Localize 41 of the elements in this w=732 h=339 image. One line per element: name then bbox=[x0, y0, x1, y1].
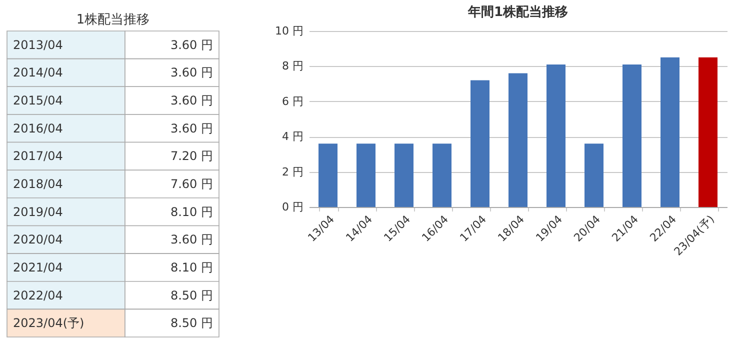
bar bbox=[622, 64, 642, 207]
bar bbox=[470, 80, 490, 207]
category-label: 2021/04 bbox=[13, 260, 63, 274]
text: 3.60 円 bbox=[170, 66, 213, 80]
bar bbox=[698, 57, 718, 207]
text: 8.50 円 bbox=[170, 316, 213, 330]
category-label: 2013/04 bbox=[13, 38, 63, 52]
text: 3.60 円 bbox=[170, 94, 213, 108]
text: 8.10 円 bbox=[170, 260, 213, 274]
text: 8.50 円 bbox=[170, 288, 213, 302]
category-label: 2019/04 bbox=[13, 204, 63, 219]
bar bbox=[318, 144, 338, 207]
text: 3.60 円 bbox=[170, 121, 213, 136]
category-label: 2022/04 bbox=[13, 288, 63, 302]
category-label: 2020/04 bbox=[13, 232, 63, 247]
text: 1株配当推移 bbox=[76, 12, 150, 28]
category-label: 2023/04(予) bbox=[13, 316, 84, 330]
y-tick-label: 10 円 bbox=[275, 24, 304, 38]
y-tick-label: 6 円 bbox=[282, 94, 304, 108]
bar bbox=[508, 73, 528, 207]
y-tick-label: 8 円 bbox=[282, 60, 304, 73]
text: 3.60 円 bbox=[170, 232, 213, 247]
y-tick-label: 4 円 bbox=[282, 130, 304, 144]
category-label: 2014/04 bbox=[13, 66, 63, 80]
category-label: 2015/04 bbox=[13, 94, 63, 108]
text: 7.20 円 bbox=[170, 149, 213, 164]
chart-title: 年間1株配当推移 bbox=[466, 5, 568, 20]
bar bbox=[584, 144, 604, 207]
bar bbox=[394, 144, 414, 207]
bar bbox=[546, 64, 566, 207]
bar bbox=[356, 144, 376, 207]
bar bbox=[660, 57, 680, 207]
text: 7.60 円 bbox=[170, 177, 213, 191]
category-label: 2017/04 bbox=[13, 149, 63, 164]
text: 8.10 円 bbox=[170, 204, 213, 219]
y-tick-label: 2 円 bbox=[282, 165, 304, 178]
category-label: 2016/04 bbox=[13, 121, 63, 136]
category-label: 2018/04 bbox=[13, 177, 63, 191]
y-tick-label: 0 円 bbox=[282, 200, 304, 214]
text: 3.60 円 bbox=[170, 38, 213, 52]
bar bbox=[432, 144, 452, 207]
